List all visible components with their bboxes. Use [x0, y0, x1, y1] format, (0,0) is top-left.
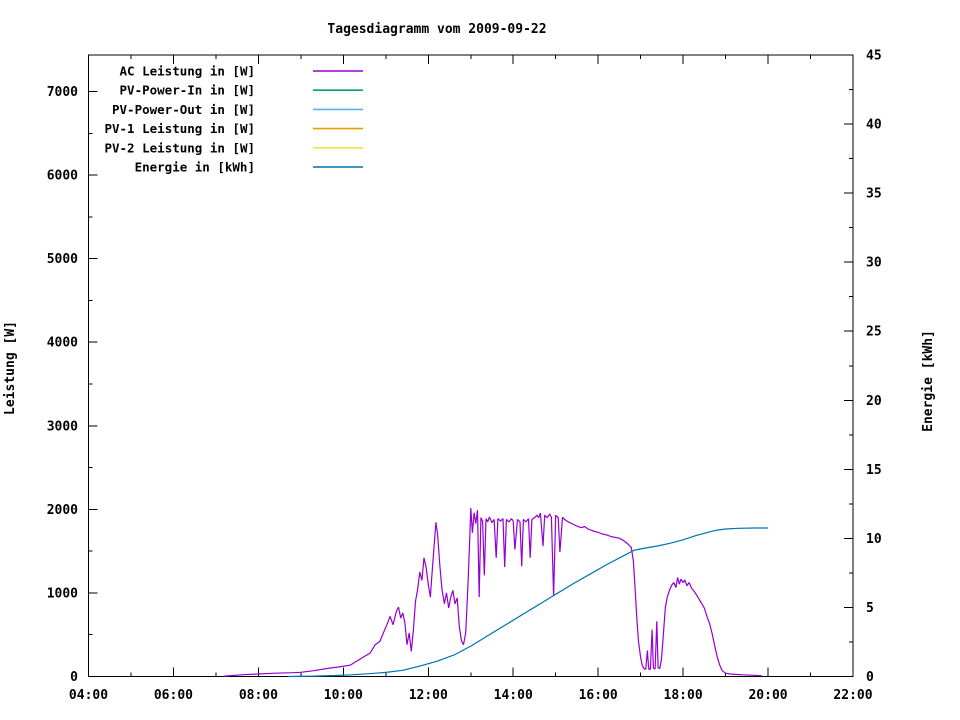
y2-tick-label: 35 — [866, 187, 882, 202]
x-tick-label: 16:00 — [579, 688, 618, 703]
chart-title: Tagesdiagramm vom 2009-09-22 — [327, 22, 546, 37]
y1-tick-label: 2000 — [47, 503, 78, 518]
y2-tick-label: 40 — [866, 118, 882, 133]
series-line-energie-in-kwh — [288, 527, 769, 678]
y1-tick-label: 7000 — [47, 85, 78, 100]
legend-item-pv-power-in-in-w: PV-Power-In in [W] — [120, 83, 363, 98]
legend-label: PV-Power-In in [W] — [120, 83, 255, 98]
y2-tick-label: 20 — [866, 394, 882, 409]
y2-axis-label: Energie [kWh] — [921, 330, 936, 432]
legend-label: AC Leistung in [W] — [120, 64, 255, 79]
x-tick-label: 14:00 — [494, 688, 533, 703]
legend-item-energie-in-kwh: Energie in [kWh] — [135, 160, 363, 175]
y2-tick-label: 10 — [866, 532, 882, 547]
y1-tick-label: 4000 — [47, 336, 78, 351]
legend-label: PV-1 Leistung in [W] — [104, 121, 255, 136]
axis-tick-labels: 04:00 06:00 08:00 10:00 12:00 14:00 16:00 18:00… — [47, 49, 882, 704]
legend-label: PV-2 Leistung in [W] — [104, 140, 255, 155]
legend-item-ac-leistung-in-w: AC Leistung in [W] — [120, 64, 363, 79]
legend: AC Leistung in [W] PV-Power-In in [W] PV-P… — [104, 64, 363, 175]
legend-item-pv-power-out-in-w: PV-Power-Out in [W] — [112, 102, 363, 117]
y1-tick-label: 0 — [70, 670, 78, 685]
x-tick-label: 22:00 — [833, 688, 872, 703]
x-tick-label: 20:00 — [748, 688, 787, 703]
axis-ticks — [88, 54, 854, 677]
y2-tick-label: 15 — [866, 463, 882, 478]
y-axis-label: Leistung [W] — [3, 321, 18, 415]
series-lines — [224, 508, 769, 678]
x-tick-label: 10:00 — [324, 688, 363, 703]
y2-tick-label: 45 — [866, 49, 882, 64]
series-line-ac-leistung-in-w — [224, 508, 762, 677]
y2-tick-label: 25 — [866, 325, 882, 340]
x-tick-label: 08:00 — [239, 688, 278, 703]
x-tick-label: 12:00 — [409, 688, 448, 703]
x-tick-label: 06:00 — [154, 688, 193, 703]
legend-label: PV-Power-Out in [W] — [112, 102, 255, 117]
y1-tick-label: 3000 — [47, 419, 78, 434]
y2-tick-label: 0 — [866, 670, 874, 685]
y1-tick-label: 6000 — [47, 169, 78, 184]
legend-item-pv-2-leistung-in-w: PV-2 Leistung in [W] — [104, 140, 363, 155]
y1-tick-label: 1000 — [47, 586, 78, 601]
x-tick-label: 04:00 — [69, 688, 108, 703]
legend-label: Energie in [kWh] — [135, 160, 255, 175]
y1-tick-label: 5000 — [47, 252, 78, 267]
y2-tick-label: 5 — [866, 601, 874, 616]
y2-tick-label: 30 — [866, 256, 882, 271]
x-tick-label: 18:00 — [664, 688, 703, 703]
legend-item-pv-1-leistung-in-w: PV-1 Leistung in [W] — [104, 121, 363, 136]
